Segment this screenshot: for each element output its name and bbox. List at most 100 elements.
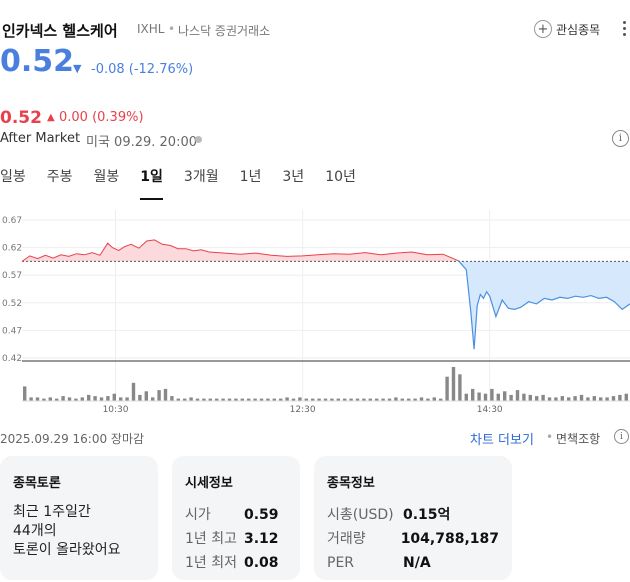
chart-more-link[interactable]: 차트 더보기 — [470, 433, 534, 448]
volume-bar — [407, 398, 411, 401]
tab-monthly[interactable]: 월봉 — [93, 169, 120, 185]
volume-bar — [618, 394, 622, 401]
volume-bar — [253, 398, 257, 401]
volume-bar — [445, 376, 449, 401]
volume-bar — [67, 397, 72, 401]
area-below-reference — [458, 260, 630, 350]
tab-3-months[interactable]: 3개월 — [183, 169, 219, 185]
tab-1-day[interactable]: 1일 — [140, 166, 163, 200]
info-icon[interactable]: i — [614, 429, 629, 444]
after-market-price: 0.52 — [0, 108, 42, 128]
tab-1-year[interactable]: 1년 — [239, 169, 262, 185]
x-tick-label: 10:30 — [103, 405, 129, 415]
add-watchlist-button[interactable]: + 관심종목 — [534, 20, 600, 38]
volume-bar — [29, 397, 33, 401]
volume-bar — [535, 396, 539, 401]
market-status-dot — [195, 136, 202, 143]
info-row: 시가 0.59 — [185, 503, 287, 527]
volume-bar — [74, 398, 78, 401]
tab-10-years[interactable]: 10년 — [325, 169, 356, 185]
volume-bar — [106, 396, 110, 401]
discussion-count: 44개의 — [13, 523, 57, 539]
volume-bar — [279, 398, 283, 401]
volume-bar — [490, 388, 494, 401]
y-tick-label: 0.57 — [2, 271, 22, 281]
volume-bar — [291, 398, 296, 401]
volume-bar — [55, 398, 59, 401]
card-title: 시세정보 — [185, 476, 233, 491]
volume-bar — [119, 397, 123, 401]
tab-daily[interactable]: 일봉 — [0, 169, 26, 185]
x-tick-label: 14:30 — [477, 405, 503, 415]
volume-bar — [311, 398, 315, 401]
market-info-card[interactable]: 시세정보 시가 0.59 1년 최고 3.12 1년 최저 0.08 — [172, 456, 300, 580]
price-chart[interactable]: 0.67 0.62 0.57 0.52 0.47 0.42 10:30 12:30 14:30 — [0, 210, 630, 420]
volume-bar — [304, 398, 308, 401]
plus-icon: + — [534, 20, 552, 38]
info-icon[interactable]: i — [612, 130, 629, 147]
volume-bar — [80, 397, 84, 401]
row-label: 시가 — [185, 507, 211, 523]
volume-bar — [227, 398, 232, 401]
header-separator: • — [168, 22, 176, 36]
volume-bar — [381, 398, 385, 401]
volume-bar — [605, 397, 609, 401]
volume-bar — [259, 398, 264, 401]
row-value: 0.59 — [244, 507, 279, 523]
stock-info-card[interactable]: 종목정보 시총(USD) 0.15억 거래량 104,788,187 PER N/A — [314, 456, 512, 580]
volume-bar — [112, 393, 116, 401]
more-options-icon[interactable] — [619, 20, 629, 38]
volume-bar — [272, 398, 276, 401]
volume-bar — [42, 398, 46, 401]
volume-bar — [355, 398, 360, 401]
stock-name: 인카넥스 헬스케어 — [2, 22, 118, 40]
volume-bar — [170, 396, 174, 401]
volume-bar — [611, 396, 616, 401]
volume-bar — [547, 397, 552, 401]
row-label: PER — [327, 555, 355, 571]
volume-bar — [35, 397, 40, 401]
volume-bar — [285, 397, 289, 401]
volume-bar — [240, 398, 244, 401]
disclaimer-link[interactable]: 면책조항 — [556, 432, 601, 446]
volume-bar — [368, 398, 372, 401]
volume-bar — [503, 391, 507, 401]
volume-bar — [439, 398, 443, 401]
row-value: N/A — [403, 555, 431, 571]
volume-bar — [234, 398, 238, 401]
volume-bar — [573, 396, 577, 401]
volume-bar — [554, 397, 558, 401]
row-value: 0.08 — [244, 555, 279, 571]
tab-weekly[interactable]: 주봉 — [46, 169, 73, 185]
chart-timestamp: 2025.09.29 16:00 장마감 — [0, 432, 145, 446]
volume-bar — [624, 393, 628, 401]
info-row: 1년 최고 3.12 — [185, 527, 287, 551]
triangle-up-icon: ▲ — [47, 112, 55, 123]
triangle-down-icon: ▼ — [73, 62, 82, 75]
info-row: 거래량 104,788,187 — [327, 527, 499, 551]
volume-bar — [208, 398, 212, 401]
card-title: 종목정보 — [327, 476, 375, 491]
volume-bar — [48, 397, 52, 401]
volume-bar — [375, 398, 379, 401]
volume-bar — [362, 398, 366, 401]
volume-bar — [471, 388, 475, 401]
volume-bar — [426, 398, 430, 401]
volume-bar — [144, 391, 148, 401]
volume-bar — [413, 398, 417, 401]
volume-bar — [87, 394, 91, 401]
volume-bar — [567, 397, 571, 401]
volume-bar — [483, 393, 488, 401]
row-value: 0.15억 — [403, 507, 451, 523]
volume-bar — [394, 397, 398, 401]
discussion-card[interactable]: 종목토론 최근 1주일간 44개의 토론이 올라왔어요 — [0, 456, 158, 580]
volume-bar — [221, 398, 225, 401]
after-market-change: 0.00 (0.39%) — [59, 110, 144, 125]
after-market-label: After Market — [0, 131, 81, 146]
volume-bar — [183, 398, 187, 401]
tab-3-years[interactable]: 3년 — [282, 169, 305, 185]
y-tick-label: 0.62 — [2, 244, 22, 254]
current-price: 0.52 — [0, 44, 75, 79]
volume-bar — [432, 397, 436, 401]
volume-bar — [560, 396, 564, 401]
